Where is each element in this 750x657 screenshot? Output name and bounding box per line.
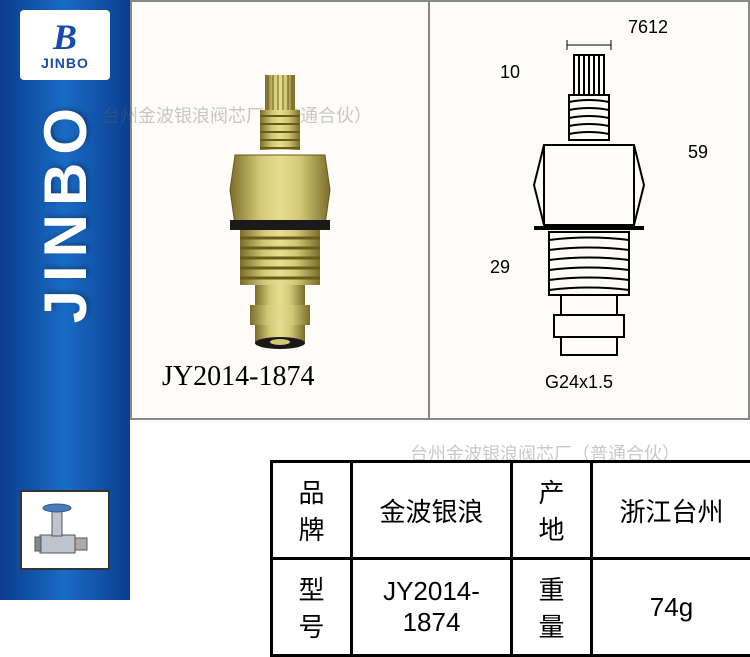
dim-spline-height: 10: [500, 62, 520, 83]
model-number: JY2014-1874: [162, 361, 314, 393]
valve-technical-drawing: [449, 20, 729, 400]
technical-diagram-panel: 7612 10 59 29 G24x1.5: [430, 0, 750, 420]
valve-cartridge-photo: [215, 70, 345, 350]
spec-value-origin: 浙江台州: [592, 462, 750, 559]
dim-thread-spec: G24x1.5: [545, 372, 613, 393]
angle-valve-icon: [30, 500, 100, 560]
logo-box: B JINBO: [20, 10, 110, 80]
dim-thread-height: 29: [490, 257, 510, 278]
product-icon-box: [20, 490, 110, 570]
spec-table: 品牌 金波银浪 产地 浙江台州 型号 JY2014-1874 重量 74g: [270, 460, 750, 657]
table-row: 品牌 金波银浪 产地 浙江台州: [272, 462, 750, 559]
spec-value-model: JY2014-1874: [352, 559, 512, 656]
logo-text: JINBO: [41, 55, 89, 71]
spec-label-origin: 产地: [512, 462, 592, 559]
brand-vertical-text: JINBO: [31, 100, 100, 323]
logo-letter: B: [53, 19, 77, 55]
brand-sidebar: B JINBO JINBO: [0, 0, 130, 600]
spec-value-brand: 金波银浪: [352, 462, 512, 559]
product-photo-panel: 台州金波银浪阀芯厂（普通合伙）: [130, 0, 430, 420]
spec-label-weight: 重量: [512, 559, 592, 656]
spec-label-model: 型号: [272, 559, 352, 656]
main-content: 台州金波银浪阀芯厂（普通合伙）: [130, 0, 750, 600]
dim-hex-height: 59: [688, 142, 708, 163]
table-row: 型号 JY2014-1874 重量 74g: [272, 559, 750, 656]
dim-top-width: 7612: [628, 17, 668, 38]
spec-value-weight: 74g: [592, 559, 750, 656]
product-row: 台州金波银浪阀芯厂（普通合伙）: [130, 0, 750, 420]
spec-label-brand: 品牌: [272, 462, 352, 559]
